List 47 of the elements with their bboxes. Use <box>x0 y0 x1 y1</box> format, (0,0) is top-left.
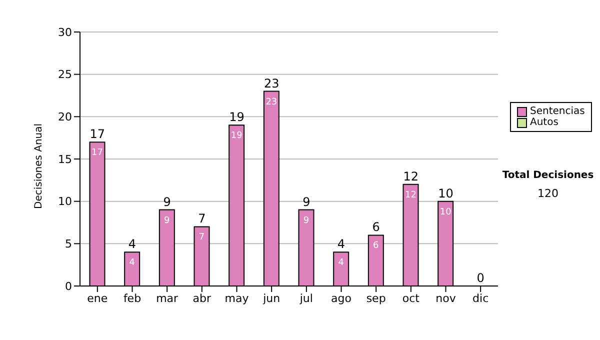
legend-label: Sentencias <box>530 106 585 117</box>
x-tick-label: abr <box>192 292 212 305</box>
x-tick-label: ene <box>87 292 108 305</box>
text: Total Decisiones <box>501 170 595 181</box>
data-label: 9 <box>164 216 170 226</box>
y-axis-title: Decisiones Anual <box>34 123 45 209</box>
x-tick-label: jun <box>262 292 280 305</box>
total-label: 0 <box>476 271 484 285</box>
text: 120 <box>536 187 560 200</box>
total-label: 4 <box>337 237 346 252</box>
data-label: 7 <box>198 232 205 243</box>
legend-label: Autos <box>530 117 558 128</box>
total-label: 9 <box>163 194 171 209</box>
total-label: 17 <box>90 127 106 142</box>
data-label: 19 <box>230 131 243 142</box>
total-label: 4 <box>128 237 136 252</box>
total-label: 7 <box>198 212 206 226</box>
x-tick-label: dic <box>472 292 489 305</box>
y-tick-label: 10 <box>58 195 72 208</box>
x-tick-label: feb <box>123 292 142 305</box>
x-tick-label: jul <box>298 292 313 305</box>
data-label: 10 <box>440 207 452 218</box>
data-label: 4 <box>338 258 344 268</box>
total-label: 10 <box>438 186 454 200</box>
y-tick-label: 0 <box>65 280 72 293</box>
data-label: 12 <box>405 190 416 200</box>
data-label: 23 <box>266 97 278 108</box>
y-tick-label: 30 <box>58 26 72 39</box>
total-label: 19 <box>229 110 244 124</box>
y-tick-label: 25 <box>58 68 72 82</box>
data-label: 6 <box>373 241 380 252</box>
total-label: 9 <box>302 194 310 209</box>
x-tick-label: may <box>224 292 250 305</box>
total-label: 12 <box>403 169 419 184</box>
x-tick-label: ago <box>331 292 352 305</box>
data-label: 4 <box>129 258 136 268</box>
y-tick-label: 5 <box>65 238 72 251</box>
x-tick-label: mar <box>156 292 179 305</box>
x-tick-label: sep <box>366 292 386 305</box>
total-label: 23 <box>264 76 280 90</box>
data-label: 9 <box>303 216 310 226</box>
y-tick-label: 15 <box>58 152 72 166</box>
x-tick-label: nov <box>436 292 456 305</box>
y-tick-label: 20 <box>58 110 72 124</box>
data-label: 17 <box>92 148 103 158</box>
x-tick-label: oct <box>402 292 420 305</box>
total-label: 6 <box>372 220 380 234</box>
